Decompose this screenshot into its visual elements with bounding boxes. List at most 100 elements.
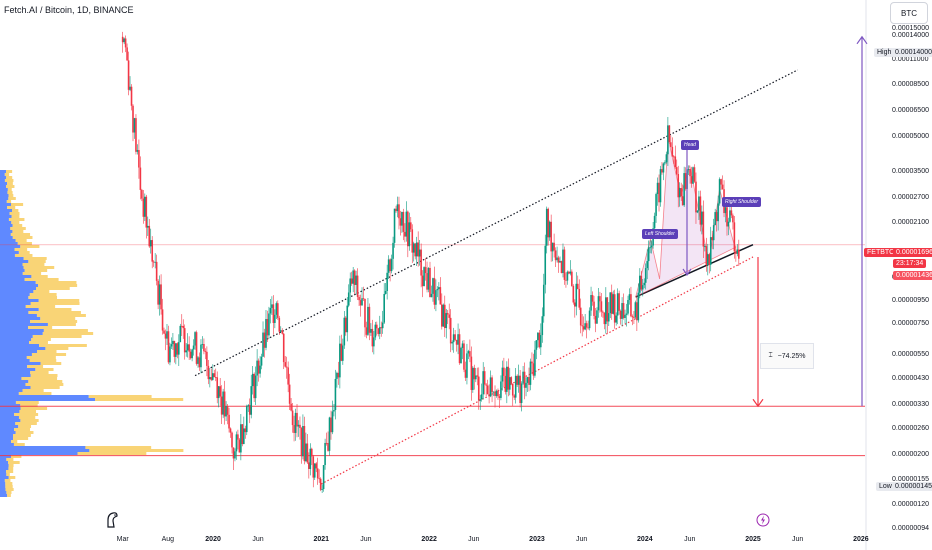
candle-body [442,304,445,327]
candle-body [191,349,193,359]
volume-bar-yellow [6,458,14,461]
candle-body [702,211,705,247]
volume-bar-blue [0,407,21,410]
candle-body [615,315,617,323]
volume-bar-yellow [7,494,11,497]
volume-bar-blue [0,470,7,473]
volume-bar-yellow [7,188,12,191]
candle-body [717,203,719,222]
volume-bar-blue [0,197,9,200]
candle-body [251,373,254,387]
candle-body [284,362,286,367]
candle-body [234,451,236,459]
trendline [194,69,798,377]
volume-bar-blue [0,335,33,338]
volume-bar-blue [0,482,6,485]
candle-body [333,410,335,412]
candle-body [438,287,440,290]
time-tick-label: 2022 [421,536,437,543]
candle-body [706,254,709,265]
dinosaur-logo-icon[interactable] [105,510,121,533]
candle-body [312,456,315,478]
candle-body [429,267,431,298]
price-tick-label: 0.00000550 [892,350,929,358]
volume-bar-blue [0,320,31,323]
candle-body [480,394,483,400]
candle-body [398,204,400,219]
candle-body [534,349,536,376]
candle-body [327,443,329,451]
volume-bar-blue [0,224,13,227]
volume-bar-blue [0,401,16,404]
time-tick-label: Jun [468,536,480,543]
candle-body [195,332,198,364]
candle-body [389,259,391,272]
candle-body [151,240,154,262]
candle-body [631,316,634,318]
candle-body [424,267,427,274]
candle-body [523,371,526,388]
candle-body [494,391,496,396]
candle-body [376,324,378,329]
candle-body [733,222,736,252]
volume-bar-yellow [28,311,81,314]
volume-bar-yellow [24,278,59,281]
candle-body [476,375,479,377]
candle-body [531,361,533,364]
candle-body [432,278,434,294]
candle-body [677,174,680,198]
head-annotation[interactable]: Head [681,140,699,150]
candle-body [260,356,263,366]
time-tick-label: Mar [116,536,129,543]
candle-body [587,327,589,329]
candle-body [344,317,347,333]
candle-body [714,212,716,226]
candle-body [464,369,467,378]
last-price-tag: 0.00001696 [893,248,932,257]
volume-bar-yellow [31,338,51,341]
volume-bar-blue [0,257,24,260]
candle-body [698,196,700,211]
candle-body [355,275,357,285]
candle-body [732,215,734,223]
currency-button[interactable]: BTC [890,2,928,24]
candle-body [232,447,235,459]
candle-body [324,442,326,466]
left-shoulder-annotation[interactable]: Left Shoulder [642,229,678,239]
candle-body [498,396,501,398]
candle-body [226,406,229,415]
candle-body [417,242,419,257]
head-arrow-head [682,268,692,277]
price-tick-label: 0.00005000 [892,133,929,141]
volume-bar-yellow [30,302,80,305]
candle-body [367,306,369,335]
candle-body [433,278,436,305]
volume-bar-yellow [10,233,31,236]
candle-body [448,314,451,318]
candle-body [290,403,292,411]
candle-body [581,325,583,327]
candle-body [528,377,530,385]
candle-body [670,142,672,147]
candle-body [404,231,406,237]
volume-bar-blue [0,365,28,368]
candle-body [241,424,244,445]
candle-body [681,196,684,206]
measure-label: ⌶ −74.25% [760,343,814,369]
candle-body [541,316,544,336]
volume-bar-blue [0,215,12,218]
candle-body [709,237,712,265]
candle-body [268,313,270,336]
candle-body [667,125,669,155]
candle-body [225,406,227,417]
candle-body [346,305,349,333]
candle-body [247,405,250,407]
volume-bar-blue [0,278,25,281]
candle-body [173,340,176,357]
volume-bar-yellow [25,305,56,308]
right-shoulder-annotation[interactable]: Right Shoulder [722,197,762,207]
candle-body [129,86,131,90]
lightning-event-icon[interactable] [756,513,770,532]
candle-body [483,371,486,385]
